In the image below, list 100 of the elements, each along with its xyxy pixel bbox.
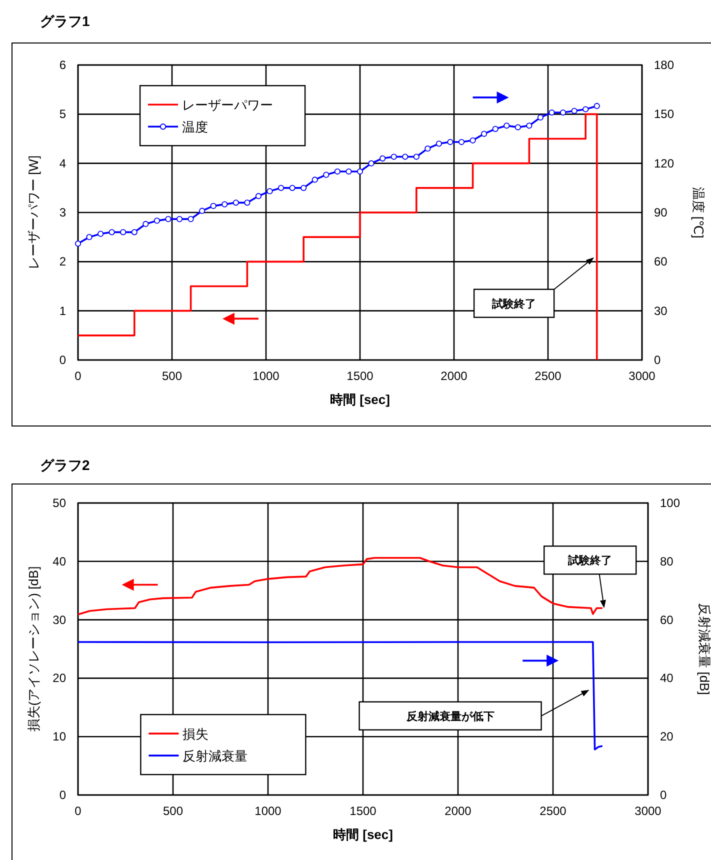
point bbox=[323, 172, 330, 178]
point bbox=[188, 216, 194, 222]
y-tick-label: 0 bbox=[59, 788, 66, 802]
y2-tick-label: 80 bbox=[660, 554, 674, 568]
y2-tick-label: 60 bbox=[660, 612, 674, 627]
point bbox=[560, 109, 566, 116]
point bbox=[380, 155, 386, 162]
point bbox=[571, 108, 578, 114]
y2-tick-label: 120 bbox=[654, 156, 674, 170]
point bbox=[548, 109, 555, 116]
point bbox=[255, 193, 262, 200]
point bbox=[447, 138, 454, 146]
annotation: 反射減衰量が低下 bbox=[405, 710, 494, 723]
point bbox=[210, 202, 216, 209]
x-tick-label: 500 bbox=[162, 804, 184, 818]
x-tick-label: 0 bbox=[74, 369, 82, 383]
point bbox=[492, 126, 498, 132]
x-tick-label: 2500 bbox=[540, 804, 567, 818]
legend-label: 温度 bbox=[182, 120, 208, 135]
point bbox=[142, 220, 149, 228]
point bbox=[594, 102, 600, 110]
point bbox=[120, 229, 126, 236]
y2-tick-label: 30 bbox=[654, 304, 668, 318]
point bbox=[514, 124, 521, 130]
y2-tick-label: 180 bbox=[654, 58, 674, 72]
point bbox=[470, 137, 476, 144]
y2-tick-label: 0 bbox=[654, 353, 661, 367]
point bbox=[402, 154, 408, 160]
y-tick-label: 1 bbox=[59, 304, 66, 318]
x-tick-label: 2000 bbox=[444, 804, 472, 818]
x-axis-title: 時間 [sec] bbox=[333, 827, 393, 842]
point bbox=[232, 200, 239, 206]
point bbox=[526, 122, 532, 129]
x-tick-label: 2000 bbox=[440, 369, 468, 383]
y-tick-label: 0 bbox=[59, 353, 66, 367]
point bbox=[346, 168, 352, 175]
x-tick-label: 0 bbox=[74, 804, 82, 818]
legend-label: レーザーパワー bbox=[182, 98, 274, 113]
y2-axis-title: 温度 [℃] bbox=[691, 186, 706, 238]
x-tick-label: 3000 bbox=[634, 804, 662, 818]
y-tick-label: 30 bbox=[52, 612, 66, 627]
y-tick-label: 40 bbox=[52, 554, 66, 568]
annotation: 試験終了 bbox=[473, 257, 594, 318]
y2-tick-label: 150 bbox=[654, 107, 674, 122]
legend-label: 反射減衰量 bbox=[182, 748, 248, 764]
y-tick-label: 5 bbox=[59, 107, 66, 122]
y-tick-label: 4 bbox=[59, 156, 66, 170]
y-tick-label: 2 bbox=[59, 254, 66, 269]
point bbox=[154, 218, 160, 224]
point bbox=[289, 184, 296, 191]
point bbox=[300, 184, 307, 191]
point bbox=[86, 234, 92, 240]
point bbox=[108, 229, 115, 236]
y-tick-label: 6 bbox=[59, 58, 66, 72]
point bbox=[98, 230, 104, 237]
x-tick-label: 500 bbox=[162, 369, 182, 383]
point bbox=[582, 106, 589, 112]
x-tick-label: 3000 bbox=[628, 369, 656, 383]
y2-tick-label: 100 bbox=[660, 496, 680, 510]
annotation: 試験終了 bbox=[567, 554, 612, 568]
point bbox=[413, 154, 420, 160]
x-axis-title: 時間 [sec] bbox=[330, 392, 390, 407]
point bbox=[481, 130, 488, 137]
point bbox=[266, 188, 273, 194]
point bbox=[312, 176, 318, 183]
point bbox=[368, 160, 374, 166]
point bbox=[74, 240, 82, 247]
annotation: 反射減衰量が低下 bbox=[358, 690, 590, 730]
y-tick-label: 20 bbox=[52, 671, 66, 686]
point bbox=[176, 216, 183, 222]
y-tick-label: 10 bbox=[52, 730, 66, 744]
x-tick-label: 2500 bbox=[534, 369, 562, 383]
point bbox=[278, 184, 284, 191]
y2-tick-label: 90 bbox=[654, 206, 668, 220]
annotation: 試験終了 bbox=[491, 297, 536, 310]
point bbox=[537, 114, 544, 120]
y-tick-label: 3 bbox=[59, 206, 66, 220]
y2-tick-label: 60 bbox=[654, 254, 668, 269]
point bbox=[356, 168, 364, 175]
point bbox=[504, 122, 510, 129]
annotation: 試験終了 bbox=[544, 546, 637, 608]
point bbox=[424, 146, 431, 152]
y2-tick-label: 20 bbox=[660, 730, 674, 744]
point bbox=[458, 138, 465, 146]
chart-title: グラフ1 bbox=[40, 13, 90, 29]
point bbox=[390, 154, 397, 160]
point bbox=[436, 140, 442, 147]
x-tick-label: 1500 bbox=[346, 369, 374, 383]
x-tick-label: 1000 bbox=[254, 804, 282, 818]
point bbox=[334, 168, 340, 175]
y2-tick-label: 0 bbox=[660, 788, 667, 802]
y-axis-title: 損失(アイソレーション) [dB] bbox=[26, 566, 41, 732]
chart-title: グラフ2 bbox=[40, 457, 90, 473]
y-axis-title: レーザーパワー [W] bbox=[26, 155, 41, 270]
point bbox=[222, 201, 228, 208]
point bbox=[165, 216, 172, 222]
x-tick-label: 1500 bbox=[350, 804, 377, 818]
legend-label: 損失 bbox=[182, 726, 209, 742]
point bbox=[131, 229, 138, 236]
point bbox=[199, 208, 206, 214]
